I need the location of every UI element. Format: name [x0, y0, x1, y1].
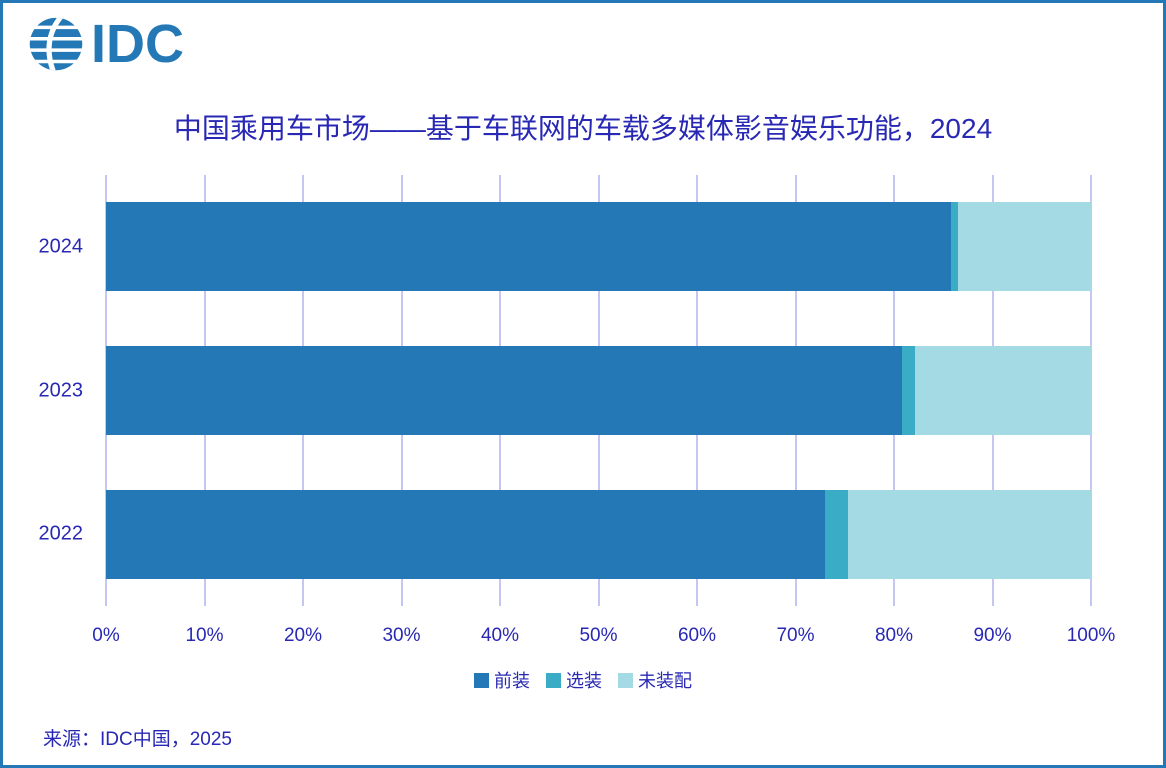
x-axis-tick-label: 0% — [92, 625, 120, 646]
x-axis-tick-label: 100% — [1066, 625, 1116, 646]
legend-swatch-icon — [474, 672, 489, 688]
legend-swatch-icon — [546, 672, 561, 688]
bar-row — [106, 202, 1091, 292]
x-axis-tick-label: 50% — [579, 625, 618, 646]
bar-segment — [106, 202, 952, 292]
chart-legend: 前装 选装 未装配 — [3, 667, 1163, 693]
legend-label: 前装 — [494, 671, 530, 691]
x-axis-tick-label: 20% — [283, 625, 323, 646]
bar-segment — [106, 346, 902, 435]
legend-item: 未装配 — [618, 667, 692, 693]
y-axis-labels: 2024 2023 2022 — [3, 175, 98, 606]
idc-globe-icon — [29, 17, 83, 71]
legend-label: 未装配 — [638, 671, 692, 691]
bar-segment — [901, 346, 915, 435]
legend-label: 选装 — [566, 671, 602, 691]
x-axis-tick-label: 10% — [185, 625, 224, 646]
legend-item: 前装 — [474, 667, 530, 693]
bar-segment — [825, 489, 848, 579]
idc-logo-text: IDC — [91, 14, 184, 74]
y-axis-category-label: 2022 — [38, 522, 84, 545]
x-axis-tick-label: 70% — [776, 625, 815, 646]
y-axis-category-label: 2023 — [38, 379, 84, 401]
source-note: 来源：IDC中国，2025 — [43, 729, 232, 750]
bar-segment — [951, 202, 959, 292]
x-axis-tick-label: 30% — [382, 625, 421, 646]
bar-row — [106, 489, 1091, 579]
x-axis-tick-label: 90% — [973, 625, 1012, 646]
legend-swatch-icon — [618, 672, 633, 688]
chart-title: 中国乘用车市场——基于车联网的车载多媒体影音娱乐功能，2024 — [173, 113, 993, 144]
bar-row — [106, 346, 1091, 435]
gridline — [1090, 175, 1092, 606]
plot-area — [105, 175, 1092, 606]
bar-segment — [914, 346, 1091, 435]
x-axis-tick-label: 60% — [677, 625, 717, 646]
x-axis-tick-label: 80% — [874, 625, 914, 646]
bar-segment — [106, 489, 826, 579]
idc-logo: IDC — [28, 16, 184, 72]
bar-segment — [847, 489, 1091, 579]
bar-segment — [958, 202, 1091, 292]
legend-item: 选装 — [546, 667, 602, 693]
y-axis-category-label: 2024 — [38, 235, 84, 258]
x-axis-labels: 0% 10% 20% 30% 40% 50% 60% 70% 80% 90% 100% — [92, 613, 1115, 647]
x-axis-tick-label: 40% — [480, 625, 520, 646]
